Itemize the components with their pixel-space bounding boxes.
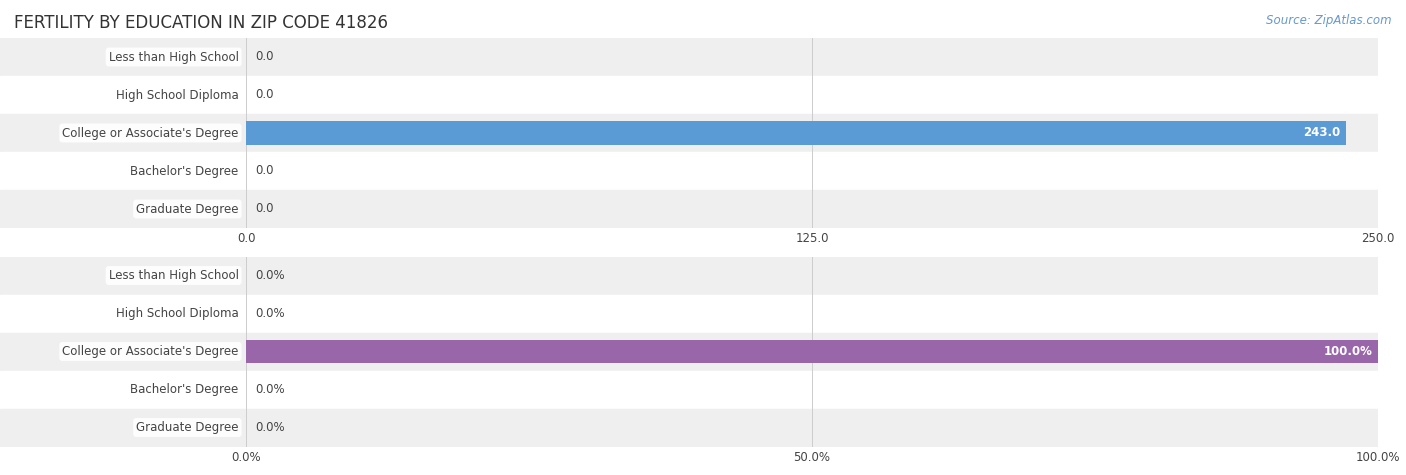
Bar [246, 121, 1346, 145]
Bar [0, 370, 246, 408]
Text: Bachelor's Degree: Bachelor's Degree [131, 164, 239, 178]
Bar [0, 408, 246, 446]
Bar [246, 370, 1378, 408]
Text: Less than High School: Less than High School [108, 269, 239, 282]
Bar [0, 190, 246, 228]
Bar [246, 152, 1378, 190]
Text: Less than High School: Less than High School [108, 50, 239, 64]
Bar [0, 114, 246, 152]
Text: College or Associate's Degree: College or Associate's Degree [62, 345, 239, 358]
Bar [246, 294, 1378, 332]
Text: 0.0: 0.0 [254, 202, 274, 216]
Bar [246, 256, 1378, 294]
Bar [246, 114, 1378, 152]
Bar [0, 76, 246, 114]
Text: High School Diploma: High School Diploma [115, 307, 239, 320]
Bar [0, 294, 246, 332]
Text: 100.0%: 100.0% [1323, 345, 1372, 358]
Text: Source: ZipAtlas.com: Source: ZipAtlas.com [1267, 14, 1392, 27]
Bar [246, 340, 1378, 363]
Text: 0.0%: 0.0% [254, 307, 285, 320]
Text: 0.0: 0.0 [254, 164, 274, 178]
Text: Bachelor's Degree: Bachelor's Degree [131, 383, 239, 396]
Text: FERTILITY BY EDUCATION IN ZIP CODE 41826: FERTILITY BY EDUCATION IN ZIP CODE 41826 [14, 14, 388, 32]
Bar [0, 332, 246, 371]
Text: 0.0%: 0.0% [254, 421, 285, 434]
Bar [0, 256, 246, 294]
Text: 243.0: 243.0 [1303, 126, 1340, 140]
Text: Graduate Degree: Graduate Degree [136, 202, 239, 216]
Bar [0, 152, 246, 190]
Text: 0.0%: 0.0% [254, 269, 285, 282]
Text: 0.0: 0.0 [254, 50, 274, 64]
Bar [246, 190, 1378, 228]
Text: Graduate Degree: Graduate Degree [136, 421, 239, 434]
Text: College or Associate's Degree: College or Associate's Degree [62, 126, 239, 140]
Bar [246, 408, 1378, 446]
Bar [0, 38, 246, 76]
Bar [246, 76, 1378, 114]
Bar [246, 38, 1378, 76]
Bar [246, 332, 1378, 371]
Text: High School Diploma: High School Diploma [115, 88, 239, 102]
Text: 0.0: 0.0 [254, 88, 274, 102]
Text: 0.0%: 0.0% [254, 383, 285, 396]
